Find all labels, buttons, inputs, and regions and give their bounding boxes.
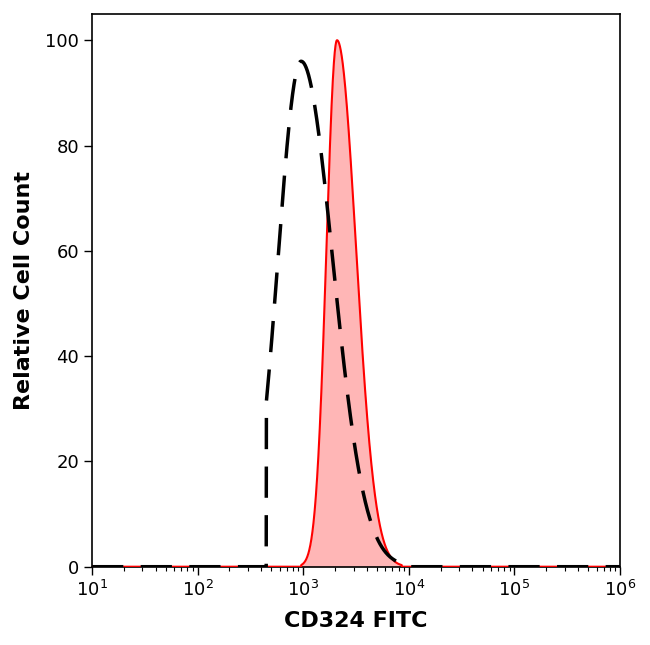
Y-axis label: Relative Cell Count: Relative Cell Count [14,171,34,410]
X-axis label: CD324 FITC: CD324 FITC [284,611,428,631]
